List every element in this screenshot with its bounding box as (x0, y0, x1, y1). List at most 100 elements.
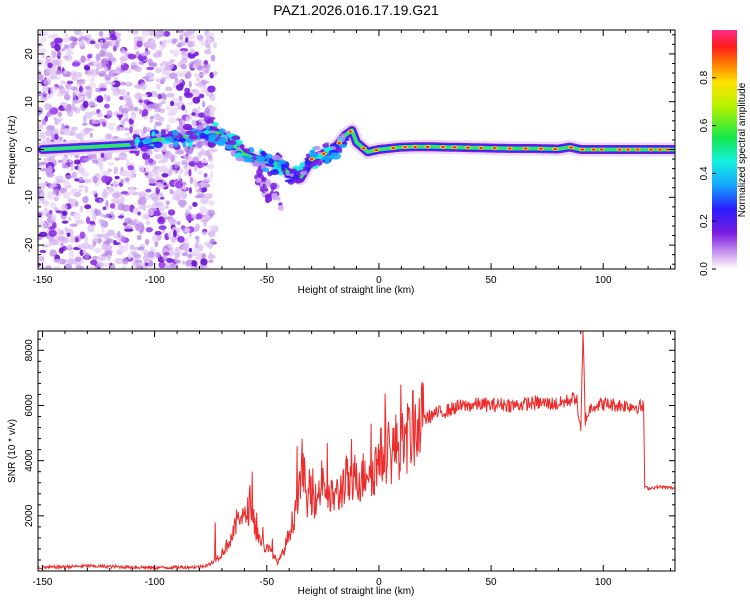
noise-speckle (98, 198, 103, 204)
noise-speckle (151, 234, 158, 243)
spectrogram-x-ticks: -150 -100 -50 0 50 100 (32, 30, 672, 286)
noise-speckle (184, 109, 188, 114)
noise-speckle (133, 40, 138, 46)
y-tick-label: 0 (24, 146, 35, 152)
noise-speckle (184, 73, 189, 80)
ridge-blotch (173, 140, 179, 148)
noise-speckle (71, 172, 76, 179)
noise-speckle (121, 265, 127, 269)
noise-speckle (109, 40, 115, 48)
noise-speckle (74, 133, 82, 138)
x-tick-label: -100 (145, 275, 165, 286)
colorbar-gradient (712, 30, 737, 269)
ridge-blotch (311, 160, 318, 166)
noise-speckle (202, 68, 210, 73)
noise-speckle (154, 153, 163, 160)
ridge-hotspot-red (492, 147, 497, 150)
snr-y-ticks: 2000 4000 6000 8000 (24, 339, 675, 572)
noise-speckle (169, 59, 176, 63)
noise-speckle (66, 258, 76, 265)
noise-speckle (85, 92, 92, 99)
x-tick-label: 50 (486, 275, 498, 286)
ridge-hotspot-red (665, 148, 670, 151)
noise-speckle (177, 42, 182, 48)
ridge-hotspot-red (452, 146, 457, 149)
ridge-blotch (304, 159, 313, 165)
noise-speckle (160, 100, 166, 105)
ridge-blotch (218, 137, 227, 144)
ridge-blotch (313, 146, 321, 150)
ridge-blotch (330, 152, 339, 156)
noise-speckle (197, 105, 201, 114)
noise-speckle (100, 213, 106, 218)
noise-speckle (69, 163, 75, 168)
noise-speckle (39, 131, 46, 139)
noise-speckle (192, 89, 201, 98)
noise-speckle (50, 250, 57, 256)
ridge-blotch (194, 142, 203, 147)
tail-speckle (277, 197, 281, 201)
ridge-blotch (199, 132, 207, 139)
noise-speckle (121, 204, 131, 212)
ridge-blotch (231, 135, 241, 141)
noise-speckle (193, 164, 198, 172)
noise-speckle (47, 165, 53, 174)
noise-speckle (196, 34, 204, 41)
noise-speckle (63, 164, 69, 169)
noise-speckle (55, 70, 63, 75)
noise-speckle (179, 168, 184, 174)
noise-speckle (68, 159, 72, 164)
noise-speckle (208, 252, 213, 257)
noise-speckle (96, 112, 103, 118)
noise-speckle (139, 93, 149, 98)
colorbar-tick-label: 0.8 (699, 70, 710, 84)
noise-speckle (127, 165, 135, 171)
noise-speckle (38, 262, 42, 268)
noise-speckle (104, 74, 112, 81)
noise-speckle (119, 245, 129, 253)
noise-speckle (54, 44, 61, 52)
ridge-hotspot-red (591, 148, 596, 151)
noise-speckle (66, 109, 74, 117)
noise-speckle (47, 236, 52, 240)
noise-speckle (207, 230, 216, 238)
noise-speckle (181, 260, 186, 265)
ridge-blotch (280, 163, 286, 171)
noise-speckle (158, 192, 164, 198)
noise-speckle (51, 213, 57, 221)
noise-speckle (49, 202, 57, 208)
noise-speckle (82, 157, 90, 162)
noise-speckle (163, 30, 171, 37)
noise-speckle (173, 229, 177, 238)
noise-speckle (60, 242, 64, 247)
noise-speckle (54, 207, 59, 212)
noise-speckle (84, 252, 90, 260)
ridge-blotch (131, 145, 136, 149)
noise-speckle (104, 103, 110, 109)
noise-speckle (71, 41, 75, 49)
noise-speckle (202, 80, 209, 84)
noise-speckle (65, 50, 75, 56)
noise-speckle (133, 92, 141, 100)
noise-speckle (122, 257, 129, 265)
ridge-blotch (225, 144, 234, 150)
noise-speckle (77, 219, 82, 225)
noise-speckle (191, 119, 197, 127)
noise-speckle (162, 178, 166, 184)
noise-speckle (47, 110, 51, 116)
noise-speckle (120, 196, 126, 203)
noise-speckle (88, 265, 98, 269)
noise-speckle (119, 126, 126, 132)
colorbar-tick-label: 0.4 (699, 166, 710, 180)
noise-speckle (141, 52, 146, 57)
noise-speckle (140, 35, 146, 43)
noise-speckle (127, 253, 132, 260)
noise-speckle (145, 227, 153, 233)
noise-speckle (165, 200, 170, 206)
noise-speckle (177, 199, 187, 207)
noise-speckle (210, 54, 216, 62)
noise-speckle (72, 91, 77, 100)
noise-speckle (38, 231, 48, 238)
noise-speckle (126, 98, 133, 105)
noise-speckle (78, 188, 83, 193)
